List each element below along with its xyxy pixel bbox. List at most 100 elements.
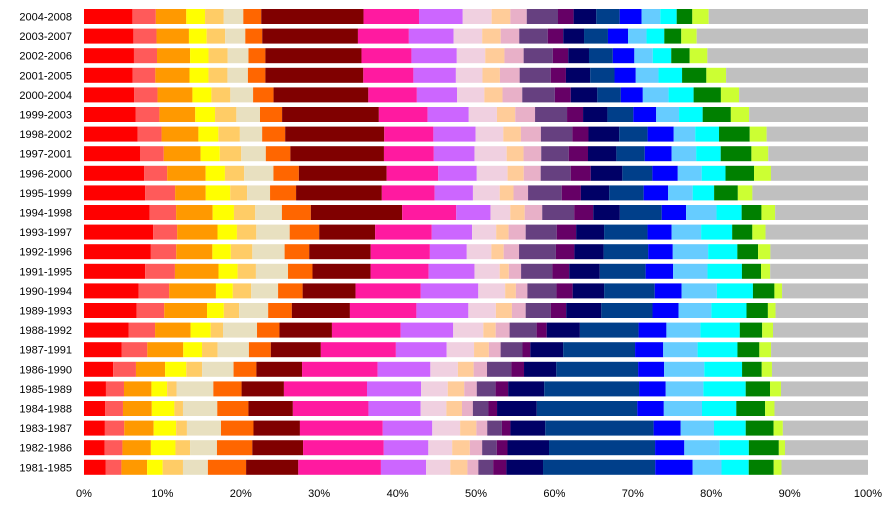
bar-segment <box>661 205 687 220</box>
bar-segment <box>243 9 262 24</box>
bar-segment <box>312 263 371 279</box>
category-label: 1995-1999 <box>19 188 72 200</box>
x-tick-label: 90% <box>779 488 801 500</box>
category-label: 1989-1993 <box>19 306 72 318</box>
category-label: 1985-1989 <box>19 384 72 396</box>
bar-segment <box>265 146 291 162</box>
bar-segment <box>265 67 364 83</box>
bar-segment <box>382 420 433 436</box>
bar-segment <box>682 67 707 83</box>
bar-segment <box>730 107 750 122</box>
bar-segment <box>299 420 383 436</box>
bar-segment <box>453 28 483 44</box>
bar-segment <box>212 205 234 220</box>
bar-segment <box>257 322 280 338</box>
bar-segment <box>655 459 693 475</box>
bar-segment <box>528 185 562 201</box>
bar-segment <box>411 48 457 64</box>
bar-segment <box>771 342 868 358</box>
bar-segment <box>566 303 602 318</box>
bar-segment <box>508 224 526 240</box>
bar-segment <box>378 107 428 122</box>
bar-segment <box>508 381 545 397</box>
bar-segment <box>413 67 456 83</box>
bar-segment <box>561 185 581 201</box>
bar-segment <box>634 48 653 64</box>
bar-segment <box>236 107 260 122</box>
bar-segment <box>135 107 160 122</box>
bar-segment <box>500 342 523 358</box>
bar-segment <box>386 165 439 181</box>
bar-segment <box>395 342 447 358</box>
bar-segment <box>511 361 525 377</box>
x-tick-label: 40% <box>387 488 409 500</box>
category-axis-labels: 2004-2008 2003-2007 2002-2006 2001-2005 2000… <box>19 12 72 475</box>
bar-segment <box>711 303 747 318</box>
bar-segment <box>519 244 556 260</box>
bar-segment <box>506 459 544 475</box>
bar-segment <box>84 67 133 83</box>
bar-segment <box>478 283 506 299</box>
bar-segment <box>540 165 571 181</box>
bar-segment <box>219 146 242 162</box>
bar-segment <box>84 303 137 318</box>
bar-segment <box>151 401 175 416</box>
bar-segment <box>241 381 284 397</box>
bar-segment <box>251 283 279 299</box>
bar-segment <box>205 9 224 24</box>
bar-segment <box>525 303 551 318</box>
bar-segment <box>525 224 557 240</box>
bar-segment <box>511 303 526 318</box>
bar-segment <box>703 381 746 397</box>
bar-segment <box>252 244 285 260</box>
bar-segment <box>543 459 656 475</box>
bar-segment <box>132 9 156 24</box>
bar-segment <box>227 67 248 83</box>
bar-segment <box>474 263 500 279</box>
bar-segment <box>601 303 653 318</box>
bar-segment <box>355 283 421 299</box>
bar-segment <box>253 87 274 103</box>
bar-segment <box>262 28 358 44</box>
bar-segment <box>784 440 868 456</box>
bar-segment <box>230 185 248 201</box>
bar-segment <box>520 126 541 142</box>
bar-segment <box>635 342 664 358</box>
bar-segment <box>527 283 557 299</box>
bar-segment <box>696 28 868 44</box>
bar-segment <box>614 67 636 83</box>
bar-segment <box>603 244 649 260</box>
bar-segment <box>692 185 715 201</box>
bar-segment <box>207 459 247 475</box>
bar-segment <box>255 205 282 220</box>
bar-segment <box>761 205 776 220</box>
bar-segment <box>513 185 529 201</box>
bar-segment <box>542 205 575 220</box>
bar-segment <box>663 401 703 416</box>
bar-segment <box>156 28 189 44</box>
bar-segment <box>377 361 431 377</box>
bar-segment <box>375 224 432 240</box>
bar-segment <box>775 205 868 220</box>
bar-segment <box>464 381 477 397</box>
bar-segment <box>450 459 468 475</box>
bar-segment <box>163 146 201 162</box>
x-tick-label: 60% <box>543 488 565 500</box>
bar-segment <box>496 224 509 240</box>
bar-segment <box>568 48 589 64</box>
bar-segment <box>544 381 640 397</box>
bar-segment <box>189 67 209 83</box>
bar-segment <box>639 381 666 397</box>
bar-segment <box>523 165 541 181</box>
bar-segment <box>155 67 190 83</box>
bar-segment <box>104 440 123 456</box>
bar-segment <box>496 440 508 456</box>
bar-segment <box>151 381 168 397</box>
bar-segment <box>476 381 496 397</box>
bar-segment <box>361 48 412 64</box>
bar-segment <box>493 459 507 475</box>
bar-segment <box>488 401 498 416</box>
bar-segment <box>692 459 722 475</box>
bar-segment <box>175 440 191 456</box>
bar-segment <box>752 224 766 240</box>
